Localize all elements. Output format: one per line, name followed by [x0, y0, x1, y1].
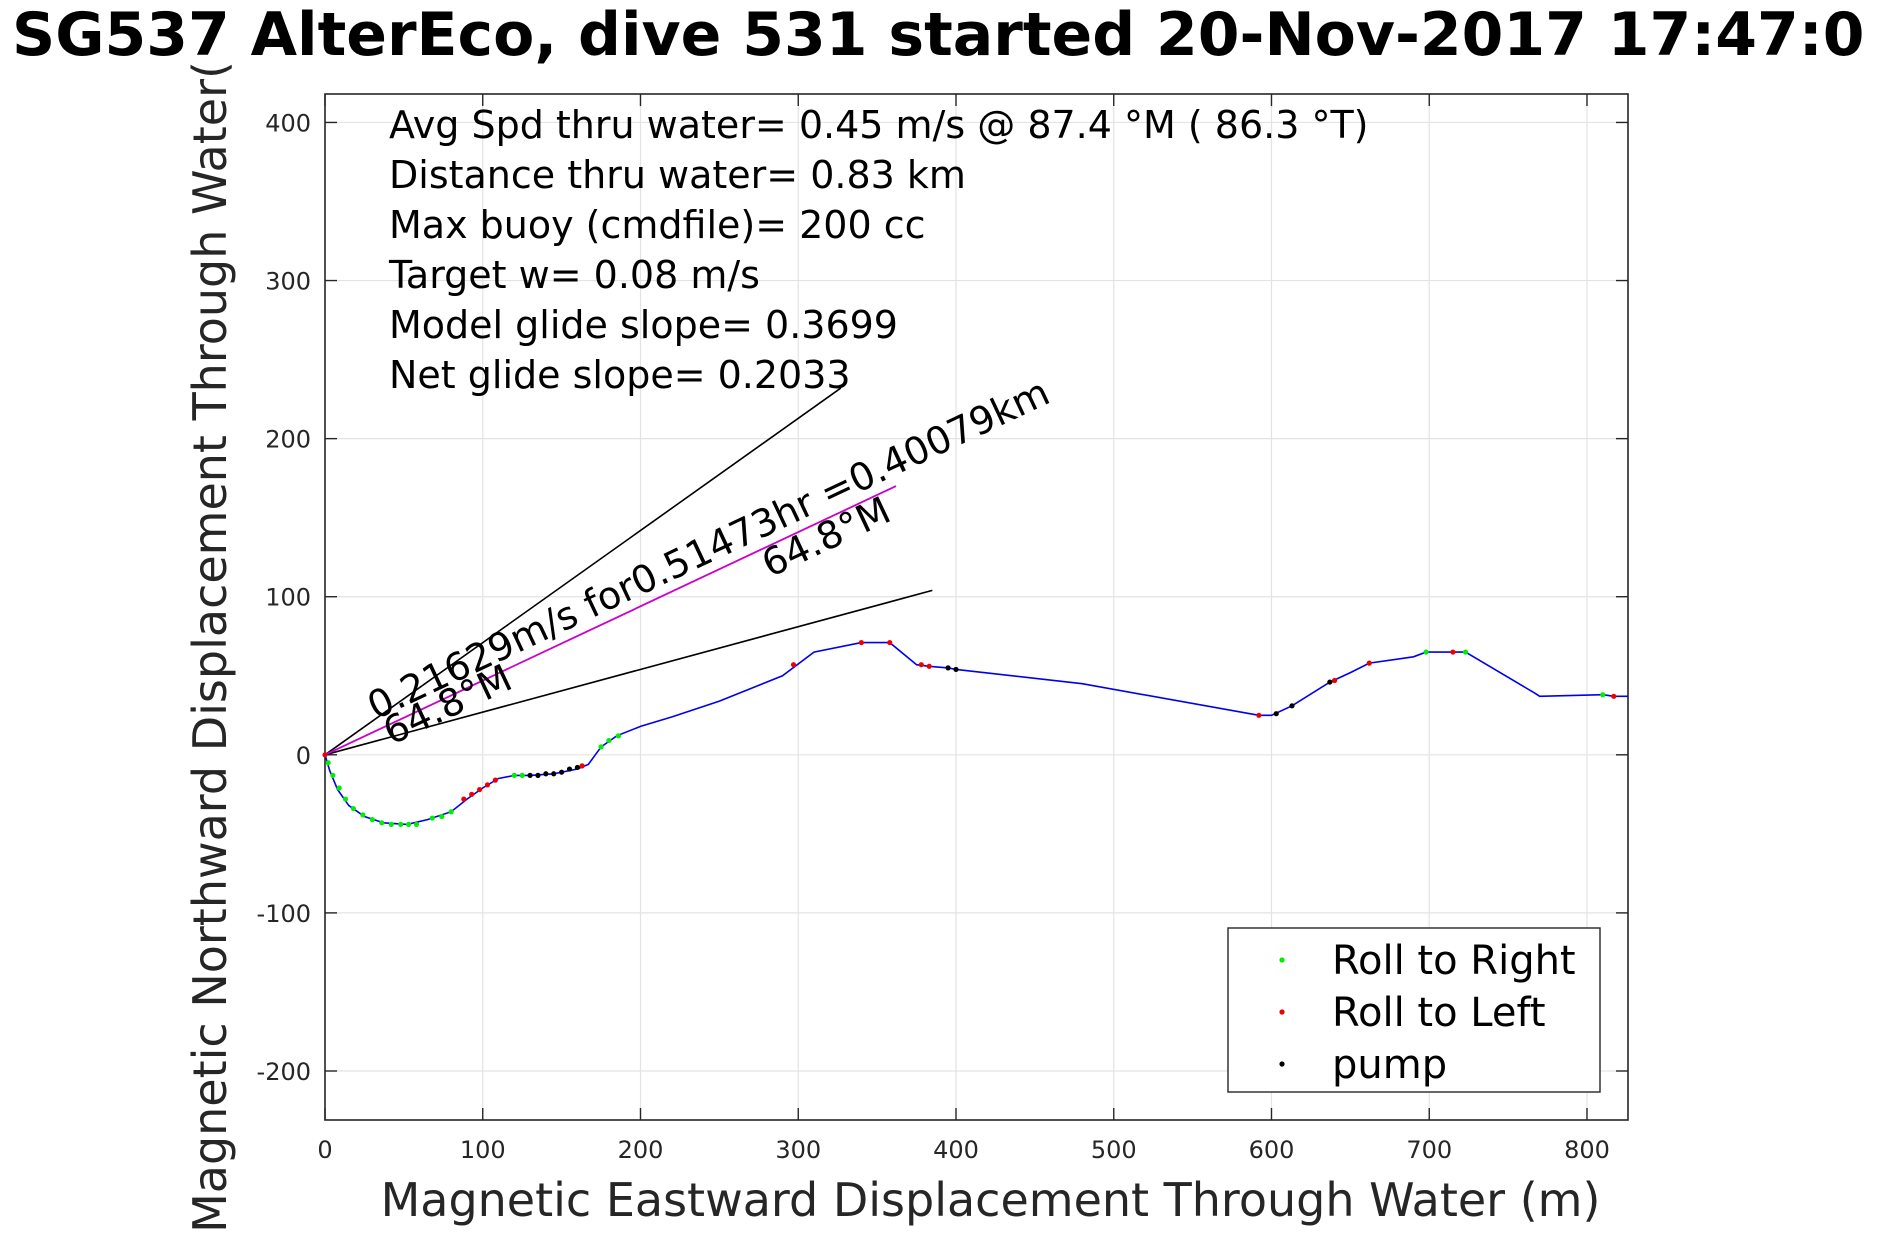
pump-marker [551, 771, 557, 777]
roll-right-marker [615, 733, 622, 739]
roll-right-marker [406, 821, 412, 827]
legend: Roll to Right Roll to Left pump [1227, 927, 1601, 1093]
roll-right-marker [1462, 649, 1469, 655]
roll-right-marker [1600, 692, 1606, 698]
legend-marker [1279, 1009, 1285, 1015]
pump-marker [953, 666, 959, 673]
roll-left-marker [1256, 712, 1262, 718]
pump-marker [1327, 679, 1333, 685]
x-tick-label: 400 [933, 1136, 979, 1164]
pump-marker [1289, 703, 1295, 709]
y-tick-label: 300 [265, 268, 311, 296]
series-line [324, 641, 1628, 826]
roll-left-marker [469, 791, 475, 797]
pump-marker [566, 766, 573, 772]
annotation-line: Avg Spd thru water= 0.45 m/s @ 87.4 °M (… [389, 103, 1369, 147]
roll-left-marker [926, 663, 932, 669]
legend-label: Roll to Left [1332, 990, 1546, 1036]
roll-left-marker [492, 777, 498, 783]
tick-layer: 0 100 200 300 400 500 600 700 800 -200 -100 0 100 200… [257, 94, 1628, 1164]
roll-left-marker [461, 796, 467, 802]
x-tick-label: 200 [618, 1136, 664, 1164]
axes-box [324, 93, 1629, 1121]
series-layer [324, 641, 1628, 826]
legend-entries: Roll to Right Roll to Left pump [1279, 938, 1576, 1088]
y-tick-label: 100 [265, 584, 311, 612]
x-tick-label: 100 [460, 1136, 506, 1164]
y-tick-label: -100 [257, 900, 311, 928]
roll-right-marker [336, 785, 342, 791]
pump-marker [574, 764, 580, 771]
roll-right-marker [369, 817, 375, 823]
roll-left-marker [1331, 677, 1338, 684]
y-tick-label: -200 [257, 1058, 311, 1086]
y-tick-label: 0 [296, 742, 311, 770]
roll-right-marker [325, 760, 331, 766]
roll-right-marker [342, 796, 349, 802]
roll-right-marker [379, 820, 385, 826]
roll-left-marker [790, 662, 797, 668]
roll-left-marker [918, 662, 924, 668]
pump-marker [1273, 711, 1279, 717]
roll-left-marker [1450, 649, 1456, 655]
x-tick-label: 300 [775, 1136, 821, 1164]
x-tick-label: 800 [1564, 1136, 1610, 1164]
pump-marker [559, 769, 565, 775]
legend-box [1227, 927, 1601, 1093]
roll-left-marker [1611, 693, 1617, 699]
reference-lines [324, 387, 933, 756]
roll-left-marker [887, 639, 893, 646]
roll-right-marker [398, 821, 404, 827]
legend-label: pump [1332, 1042, 1447, 1088]
roll-right-marker [439, 813, 445, 820]
roll-right-marker [350, 805, 356, 812]
roll-right-marker [360, 812, 366, 818]
roll-right-marker [598, 744, 604, 750]
roll-right-marker [1423, 649, 1429, 655]
roll-right-marker [413, 821, 420, 827]
roll-left-marker [322, 752, 328, 758]
pump-marker [543, 771, 549, 777]
roll-right-marker [448, 809, 454, 815]
annotation-line: Target w= 0.08 m/s [388, 253, 760, 297]
roll-right-marker [388, 821, 394, 827]
roll-left-marker [476, 786, 483, 793]
y-tick-label: 400 [265, 109, 311, 137]
chart-title: SG537 AlterEco, dive 531 started 20-Nov-… [12, 0, 1865, 70]
annotation-line: Model glide slope= 0.3699 [389, 303, 898, 347]
roll-right-marker [606, 737, 612, 744]
roll-left-marker [858, 639, 864, 646]
reference-line [324, 387, 842, 756]
legend-marker [1279, 957, 1285, 963]
x-tick-label: 500 [1091, 1136, 1137, 1164]
legend-label: Roll to Right [1332, 938, 1576, 984]
annotation-line: Net glide slope= 0.2033 [389, 353, 851, 397]
reference-line [324, 589, 933, 756]
roll-right-marker [429, 815, 435, 821]
annotation-block: Avg Spd thru water= 0.45 m/s @ 87.4 °M (… [388, 103, 1369, 397]
roll-left-marker [1366, 660, 1372, 666]
roll-right-marker [330, 772, 336, 778]
pump-marker [527, 772, 533, 778]
vector-line [324, 485, 897, 756]
marker-layer [322, 639, 1617, 827]
roll-left-marker [579, 763, 585, 769]
legend-marker [1279, 1061, 1285, 1067]
annotation-line: Max buoy (cmdfile)= 200 cc [389, 203, 926, 247]
roll-right-marker [519, 772, 525, 778]
x-tick-label: 700 [1406, 1136, 1452, 1164]
y-tick-label: 200 [265, 426, 311, 454]
roll-left-marker [484, 782, 491, 788]
x-tick-label: 0 [317, 1136, 332, 1164]
x-tick-label: 600 [1249, 1136, 1295, 1164]
roll-right-marker [511, 772, 517, 778]
pump-marker [535, 772, 541, 778]
pump-marker [945, 665, 951, 671]
x-axis-label: Magnetic Eastward Displacement Through W… [381, 1173, 1601, 1227]
annotation-line: Distance thru water= 0.83 km [389, 153, 966, 197]
y-axis-label: Magnetic Northward Displacement Through … [183, 61, 237, 1233]
